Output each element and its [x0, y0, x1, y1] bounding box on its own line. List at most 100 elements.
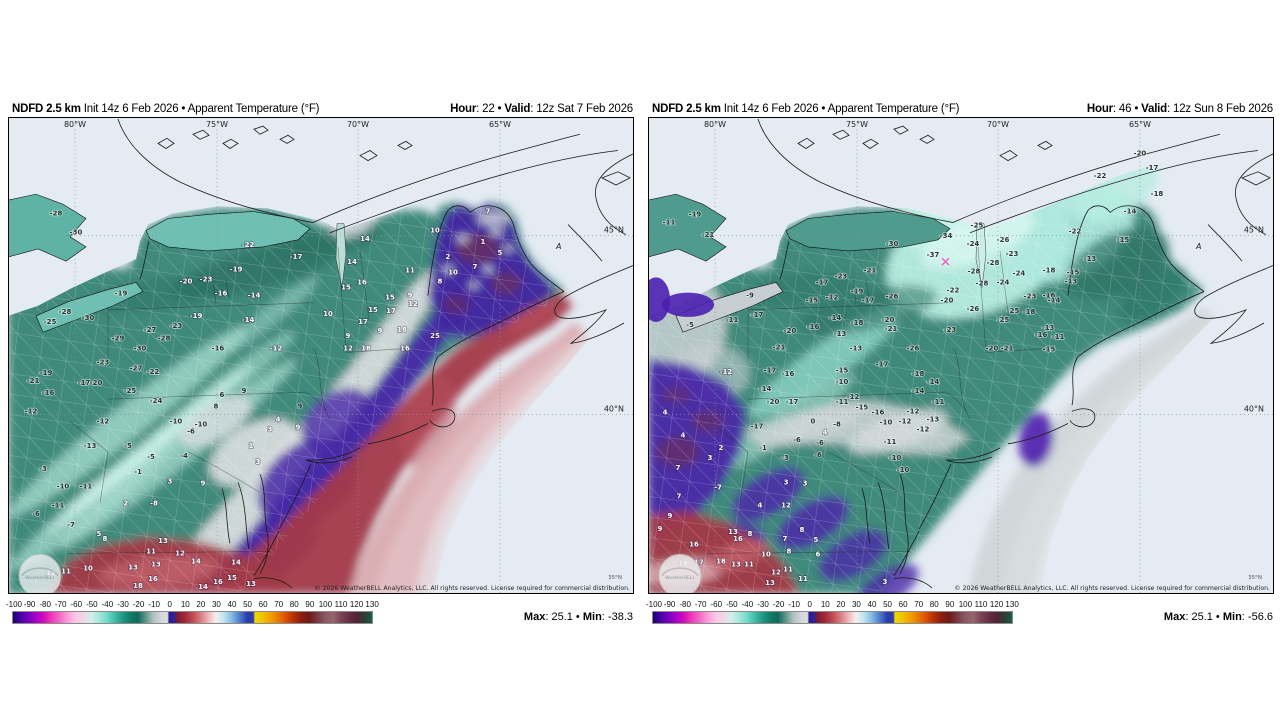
temp-label: -16	[1035, 330, 1048, 339]
svg-text:WeatherBELL: WeatherBELL	[25, 575, 55, 581]
temp-label: 14	[198, 582, 208, 591]
colorbar-tick: 20	[196, 600, 206, 609]
temp-label: -6	[32, 509, 40, 518]
coastline	[397, 140, 413, 150]
temp-label: -24	[1013, 268, 1026, 277]
coastline	[1007, 423, 1069, 445]
temp-label: 12	[781, 501, 791, 510]
lon-label: 75°W	[846, 120, 868, 129]
temp-label: 18	[397, 325, 407, 334]
temp-label: 4	[681, 431, 686, 440]
temp-label: -7	[67, 520, 75, 529]
map-panel-hour-46: NDFD 2.5 km Init 14z 6 Feb 2026 • Appare…	[646, 96, 1274, 637]
temp-label: -23	[835, 271, 848, 280]
temp-label: 11	[146, 546, 156, 555]
temp-label: 3	[168, 476, 173, 485]
temp-label: 17	[386, 306, 396, 315]
temp-label: -13	[1042, 323, 1055, 332]
colorbar-tick: -70	[54, 600, 67, 609]
station-marker: A	[555, 242, 561, 251]
colorbar-tick: 130	[365, 600, 379, 609]
temp-label: 12	[175, 548, 185, 557]
temp-label: 16	[213, 577, 223, 586]
colorbar-tick: 110	[334, 600, 348, 609]
temp-label: 13	[731, 560, 741, 569]
coastline	[437, 291, 565, 357]
coastline	[1207, 224, 1243, 262]
colorbar-tick: 90	[305, 600, 315, 609]
temp-label: 10	[761, 549, 771, 558]
temp-label: -37	[927, 250, 940, 259]
coastline	[1109, 205, 1205, 292]
temp-label: -25	[971, 221, 984, 230]
temp-label: -26	[907, 343, 920, 352]
coastline	[305, 447, 361, 464]
temp-label: -18	[851, 318, 864, 327]
temp-label: -13	[850, 343, 863, 352]
valid-datetime: 12z Sat 7 Feb 2026	[536, 103, 633, 115]
coastline	[117, 118, 314, 223]
init-time: Init 14z 6 Feb 2026	[83, 103, 179, 115]
forecast-hour: 22	[482, 103, 495, 115]
temp-label: -17	[862, 296, 875, 305]
coastline	[192, 129, 210, 140]
colorbar-tick: 0	[807, 600, 812, 609]
temp-label: -17	[78, 378, 91, 387]
lon-label: 75°W	[206, 120, 228, 129]
county-mesh	[8, 202, 564, 594]
coastline	[1071, 356, 1079, 406]
colorbar-tick: 120	[989, 600, 1004, 609]
temp-label: 1	[481, 237, 486, 246]
temp-label: -30	[134, 343, 147, 352]
colorbar-row: -100 -90 -80 -70 -60 -50 -40 -30 -20 -10 0 10 20 30 40…	[6, 599, 634, 637]
colorbar-tick: 110	[974, 600, 988, 609]
temp-label: -22	[1069, 227, 1082, 236]
temp-label: -21	[27, 376, 40, 385]
temp-label: -1	[759, 443, 767, 452]
coastline	[877, 482, 890, 550]
temp-label: 16	[689, 539, 699, 548]
temp-label: -13	[1084, 254, 1097, 263]
map-panel-hour-22: NDFD 2.5 km Init 14z 6 Feb 2026 • Appare…	[6, 96, 634, 637]
temp-label: -16	[215, 289, 228, 298]
lake-champlain	[335, 223, 347, 288]
temp-label: 7	[677, 492, 682, 501]
lat-label: 40°N	[604, 404, 624, 413]
coastline	[779, 240, 790, 280]
temp-label: -22	[947, 286, 960, 295]
temp-label: 15	[368, 305, 378, 314]
temp-label: 5	[814, 535, 819, 544]
temp-label: -19	[689, 209, 702, 218]
colorbar-tick: 80	[289, 600, 299, 609]
state-border	[865, 279, 870, 300]
station-marker: A	[1195, 242, 1201, 251]
colorbar-tick: 20	[836, 600, 846, 609]
temp-label: -15	[1117, 235, 1130, 244]
temp-label: 12	[771, 568, 781, 577]
temp-label: 14	[360, 234, 370, 243]
coastline	[1069, 408, 1096, 428]
maxmin-readout: Max: 25.1 • Min: -38.3	[523, 611, 633, 623]
temp-label: 10	[448, 267, 458, 276]
temp-label: -17	[1146, 163, 1159, 172]
temp-label: -16	[1043, 291, 1056, 300]
temp-label: 7	[676, 463, 681, 472]
map-title: NDFD 2.5 km Init 14z 6 Feb 2026 • Appare…	[652, 103, 960, 115]
temp-label: 13	[158, 536, 168, 545]
temp-label: 8	[800, 525, 805, 534]
state-border	[709, 421, 749, 503]
lake-ontario	[785, 211, 951, 252]
colorbar-tick: -50	[86, 600, 98, 609]
state-border	[345, 348, 407, 353]
colorbar-tick: -60	[710, 600, 723, 609]
lon-label: 80°W	[704, 120, 726, 129]
colorbar-tick: 60	[898, 600, 908, 609]
temp-label: 7	[486, 206, 491, 215]
temp-label: -10	[836, 377, 849, 386]
temp-label: -10	[897, 465, 910, 474]
temp-label: -34	[940, 231, 953, 240]
temp-label: 0	[811, 416, 816, 425]
max-value: 25.1	[551, 611, 573, 623]
temp-label: -18	[912, 369, 925, 378]
temp-label: -19	[115, 289, 128, 298]
